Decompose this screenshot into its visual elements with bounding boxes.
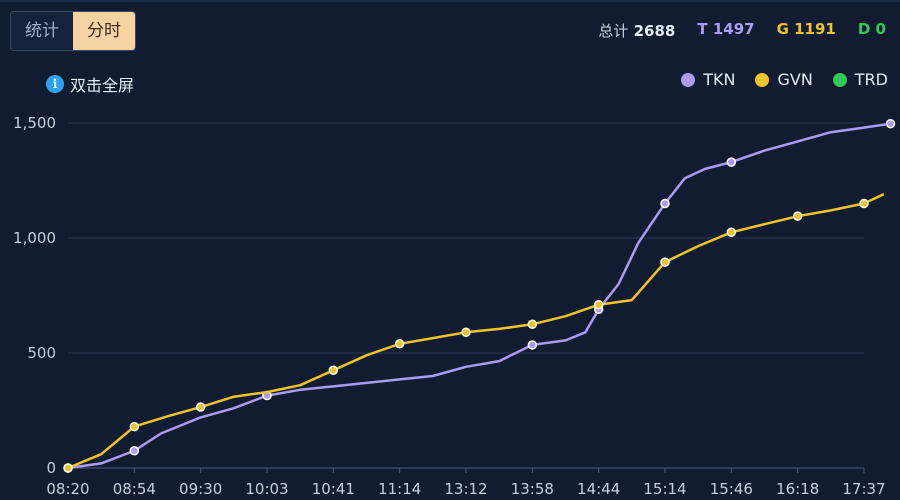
legend-dot-icon <box>681 72 696 87</box>
total-count: 总计 2688 <box>598 20 675 41</box>
x-tick-label: 09:30 <box>179 480 222 498</box>
data-point-gvn <box>63 463 73 473</box>
data-point-gvn <box>859 198 869 209</box>
x-tick-label: 08:20 <box>46 480 89 498</box>
x-tick-label: 10:41 <box>312 480 355 498</box>
data-point-gvn <box>593 299 604 310</box>
x-tick-label: 14:44 <box>577 480 620 498</box>
y-tick-label: 1,000 <box>13 229 56 247</box>
data-point-gvn <box>394 339 405 349</box>
data-point-tkn <box>129 446 140 456</box>
data-point-gvn <box>328 365 339 375</box>
data-point-tkn <box>726 157 737 167</box>
fullscreen-hint[interactable]: i 双击全屏 <box>46 72 134 96</box>
data-point-gvn <box>726 227 737 237</box>
info-icon: i <box>46 75 64 93</box>
top-divider <box>0 0 900 2</box>
legend-item-gvn[interactable]: GVN <box>755 70 813 89</box>
data-point-gvn <box>527 319 538 329</box>
tab-statistics[interactable]: 统计 <box>25 21 59 41</box>
x-tick-label: 13:58 <box>511 480 554 498</box>
fullscreen-label: 双击全屏 <box>70 76 135 95</box>
legend-dot-icon <box>755 72 770 87</box>
tab-intraday[interactable]: 分时 <box>73 12 135 50</box>
total-value: 2688 <box>633 22 676 40</box>
data-point-gvn <box>461 327 471 338</box>
x-tick-label: 17:37 <box>842 480 885 498</box>
x-tick-label: 15:14 <box>643 480 686 498</box>
data-point-tkn <box>660 198 670 209</box>
trd-total: D 0 <box>857 20 886 38</box>
data-point-gvn <box>792 211 803 221</box>
tkn-total: T 1497 <box>697 20 755 38</box>
x-tick-label: 16:18 <box>776 480 819 498</box>
gvn-total: G 1191 <box>776 20 836 38</box>
legend-label: TRD <box>854 70 888 89</box>
chart-legend: TKN GVN TRD <box>681 70 888 89</box>
legend-item-trd[interactable]: TRD <box>832 70 888 89</box>
legend-dot-icon <box>832 72 847 87</box>
legend-item-tkn[interactable]: TKN <box>681 70 735 89</box>
y-tick-label: 1,500 <box>13 114 56 132</box>
data-point-gvn <box>660 257 670 267</box>
x-tick-label: 10:03 <box>245 480 288 498</box>
y-tick-label: 500 <box>27 344 56 362</box>
x-tick-label: 11:14 <box>378 480 421 498</box>
data-point-gvn <box>195 402 206 412</box>
data-point-tkn <box>885 118 896 129</box>
x-tick-label: 08:54 <box>113 480 156 498</box>
data-point-gvn <box>129 421 140 432</box>
x-tick-label: 13:12 <box>444 480 487 498</box>
legend-label: GVN <box>777 70 813 89</box>
series-line-gvn <box>67 192 885 470</box>
legend-label: TKN <box>703 70 736 89</box>
y-tick-label: 0 <box>46 459 56 477</box>
totals-summary: 总计 2688 T 1497 G 1191 D 0 <box>598 20 886 41</box>
view-tabs: 统计 分时 <box>10 11 136 51</box>
x-tick-label: 15:46 <box>710 480 753 498</box>
data-point-tkn <box>527 340 538 350</box>
series-line-tkn <box>67 122 891 470</box>
total-label: 总计 <box>598 22 629 40</box>
